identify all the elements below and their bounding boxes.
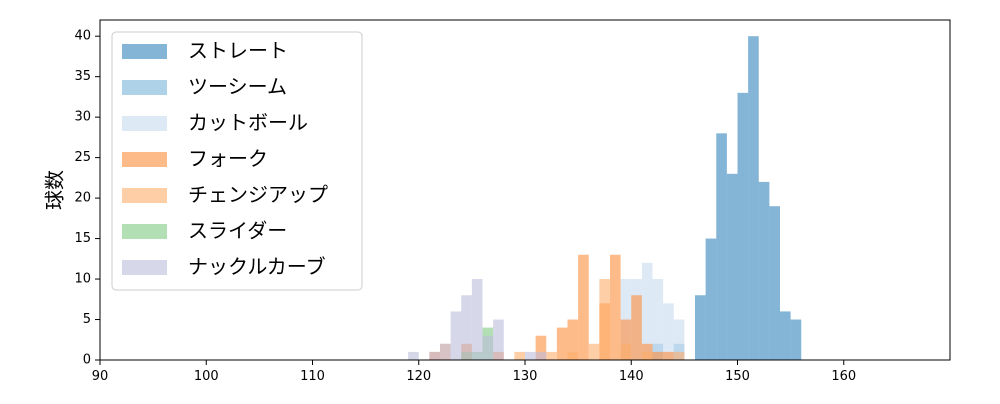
bar-series-4-bin-137 bbox=[599, 279, 610, 360]
bar-series-2-bin-141 bbox=[641, 262, 653, 360]
bar-series-2-bin-143 bbox=[663, 303, 674, 360]
bar-series-3-bin-134 bbox=[567, 319, 579, 360]
bar-series-3-bin-139 bbox=[620, 319, 632, 360]
bar-series-0-bin-146 bbox=[695, 295, 706, 360]
y-tick-label: 5 bbox=[83, 312, 91, 327]
bar-series-3-bin-140 bbox=[631, 295, 642, 360]
bar-series-6-bin-130 bbox=[525, 351, 536, 360]
bar-series-6-bin-127 bbox=[493, 319, 504, 360]
bar-series-6-bin-121 bbox=[429, 351, 440, 360]
x-tick-label: 140 bbox=[619, 369, 644, 384]
bar-series-3-bin-143 bbox=[663, 351, 674, 360]
legend-label: ナックルカーブ bbox=[188, 255, 326, 279]
legend-label: ツーシーム bbox=[188, 75, 287, 99]
bar-series-6-bin-125 bbox=[471, 279, 483, 360]
legend-swatch bbox=[122, 152, 167, 167]
x-tick-label: 130 bbox=[513, 369, 538, 384]
bar-series-6-bin-119 bbox=[408, 351, 419, 360]
y-tick-label: 40 bbox=[74, 29, 91, 44]
bar-series-0-bin-150 bbox=[737, 92, 749, 360]
bar-series-0-bin-154 bbox=[780, 311, 791, 360]
bar-series-6-bin-131 bbox=[535, 351, 547, 360]
y-axis: 0 5 10 15 20 25 30 35 40 bbox=[74, 29, 100, 368]
legend-swatch bbox=[122, 224, 167, 239]
y-tick-label: 0 bbox=[83, 353, 91, 368]
bar-series-0-bin-155 bbox=[790, 319, 802, 360]
bar-series-2-bin-142 bbox=[652, 279, 664, 360]
legend-swatch bbox=[122, 44, 167, 59]
x-axis: 90 100 110 120 130 140 150 160 bbox=[92, 360, 856, 384]
bar-series-4-bin-144 bbox=[673, 351, 685, 360]
legend-label: カットボール bbox=[188, 111, 308, 135]
legend-swatch bbox=[122, 260, 167, 275]
x-tick-label: 110 bbox=[300, 369, 325, 384]
y-tick-label: 15 bbox=[74, 231, 91, 246]
bar-series-4-bin-141 bbox=[641, 351, 653, 360]
bar-series-3-bin-135 bbox=[578, 254, 589, 360]
bar-series-6-bin-123 bbox=[450, 311, 462, 360]
bar-series-0-bin-148 bbox=[716, 133, 727, 360]
bar-series-3-bin-133 bbox=[556, 327, 568, 360]
x-tick-label: 160 bbox=[831, 369, 856, 384]
bar-series-6-bin-124 bbox=[461, 295, 472, 360]
legend-swatch bbox=[122, 188, 167, 203]
bar-series-0-bin-151 bbox=[748, 36, 759, 360]
bar-series-0-bin-149 bbox=[726, 173, 738, 360]
bar-series-0-bin-153 bbox=[769, 206, 780, 360]
legend-label: フォーク bbox=[188, 147, 268, 171]
y-tick-label: 25 bbox=[74, 150, 91, 165]
bars-layer bbox=[408, 36, 802, 360]
bar-series-0-bin-147 bbox=[705, 238, 717, 360]
y-tick-label: 10 bbox=[74, 272, 91, 287]
legend-swatch bbox=[122, 116, 167, 131]
bar-series-4-bin-136 bbox=[588, 343, 600, 360]
bar-series-4-bin-134 bbox=[567, 351, 579, 360]
legend-swatch bbox=[122, 80, 167, 95]
y-tick-label: 30 bbox=[74, 110, 91, 125]
bar-series-4-bin-139 bbox=[620, 343, 632, 360]
y-axis-label: 球数 bbox=[43, 170, 67, 210]
legend-label: ストレート bbox=[188, 39, 288, 63]
bar-series-0-bin-152 bbox=[758, 181, 770, 360]
legend-label: スライダー bbox=[188, 219, 287, 243]
legend-label: チェンジアップ bbox=[188, 183, 328, 207]
bar-series-3-bin-142 bbox=[652, 351, 664, 360]
x-tick-label: 150 bbox=[725, 369, 750, 384]
legend-box bbox=[111, 31, 363, 291]
y-tick-label: 20 bbox=[74, 191, 91, 206]
bar-series-3-bin-138 bbox=[610, 254, 621, 360]
x-tick-label: 90 bbox=[92, 369, 109, 384]
bar-series-4-bin-132 bbox=[546, 351, 557, 360]
bar-series-2-bin-144 bbox=[673, 319, 685, 360]
bar-series-4-bin-129 bbox=[514, 351, 525, 360]
y-tick-label: 35 bbox=[74, 69, 91, 84]
bar-series-6-bin-126 bbox=[482, 335, 494, 360]
x-tick-label: 120 bbox=[406, 369, 431, 384]
bar-series-6-bin-122 bbox=[440, 343, 451, 360]
x-tick-label: 100 bbox=[194, 369, 219, 384]
bar-series-3-bin-131 bbox=[535, 335, 547, 360]
